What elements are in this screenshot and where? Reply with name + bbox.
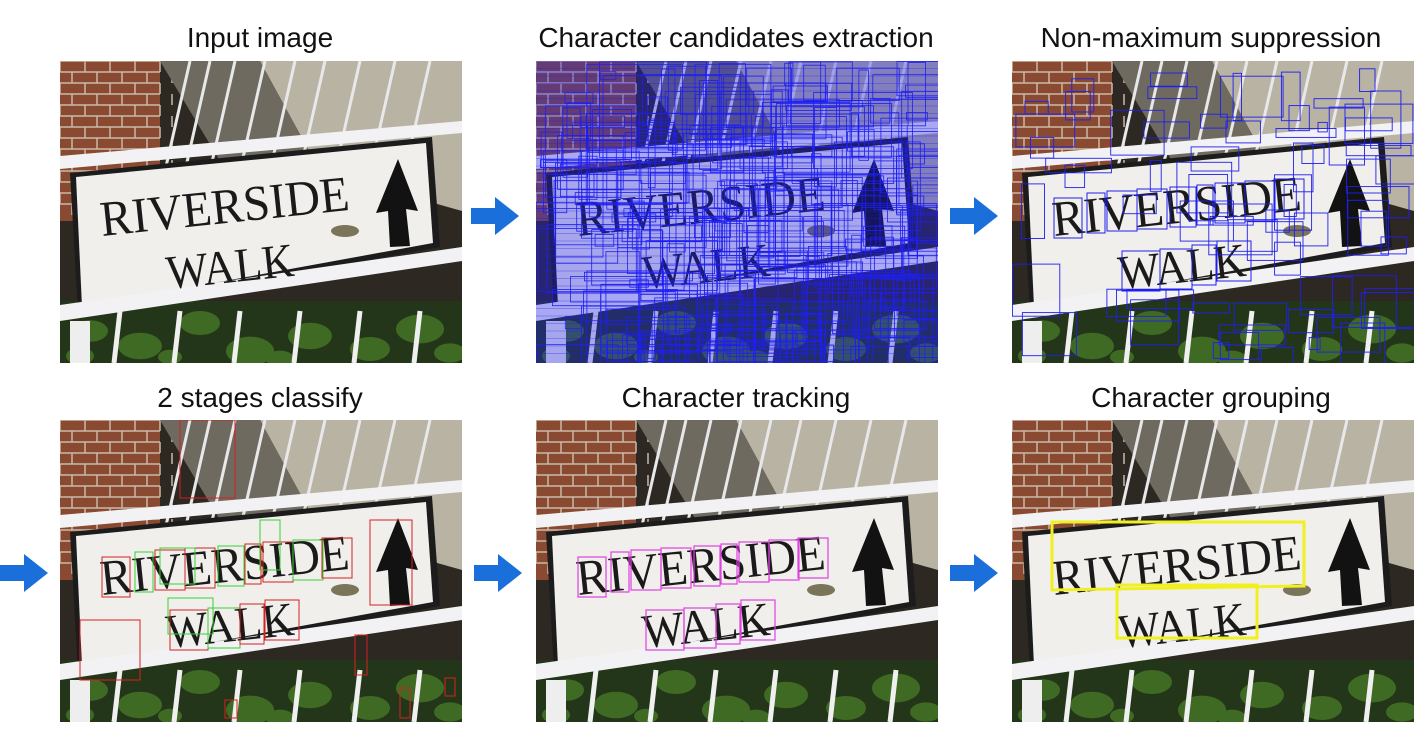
panel-title-nms: Non-maximum suppression: [1040, 22, 1382, 53]
flow-arrow-icon: [0, 554, 48, 592]
panel-nms: RIVERSIDE WALK: [1012, 61, 1414, 363]
panel-classify: RIVERSIDE WALK: [60, 420, 462, 722]
flow-arrow-icon: [471, 197, 519, 235]
panel-input: RIVERSIDE WALK: [60, 61, 462, 363]
panel-title-candidates: Character candidates extraction: [538, 22, 934, 53]
panel-title-input: Input image: [186, 22, 334, 53]
panel-title-grouping: Character grouping: [1091, 382, 1331, 413]
panel-tracking: RIVERSIDE WALK: [536, 420, 938, 722]
panel-candidates: RIVERSIDE WALK: [536, 61, 938, 363]
panel-title-tracking: Character tracking: [621, 382, 851, 413]
panel-title-classify: 2 stages classify: [157, 382, 363, 413]
flow-arrow-icon: [474, 554, 522, 592]
flow-arrow-icon: [950, 554, 998, 592]
flow-arrow-icon: [950, 197, 998, 235]
panel-grouping: RIVERSIDE WALK: [1012, 420, 1414, 722]
